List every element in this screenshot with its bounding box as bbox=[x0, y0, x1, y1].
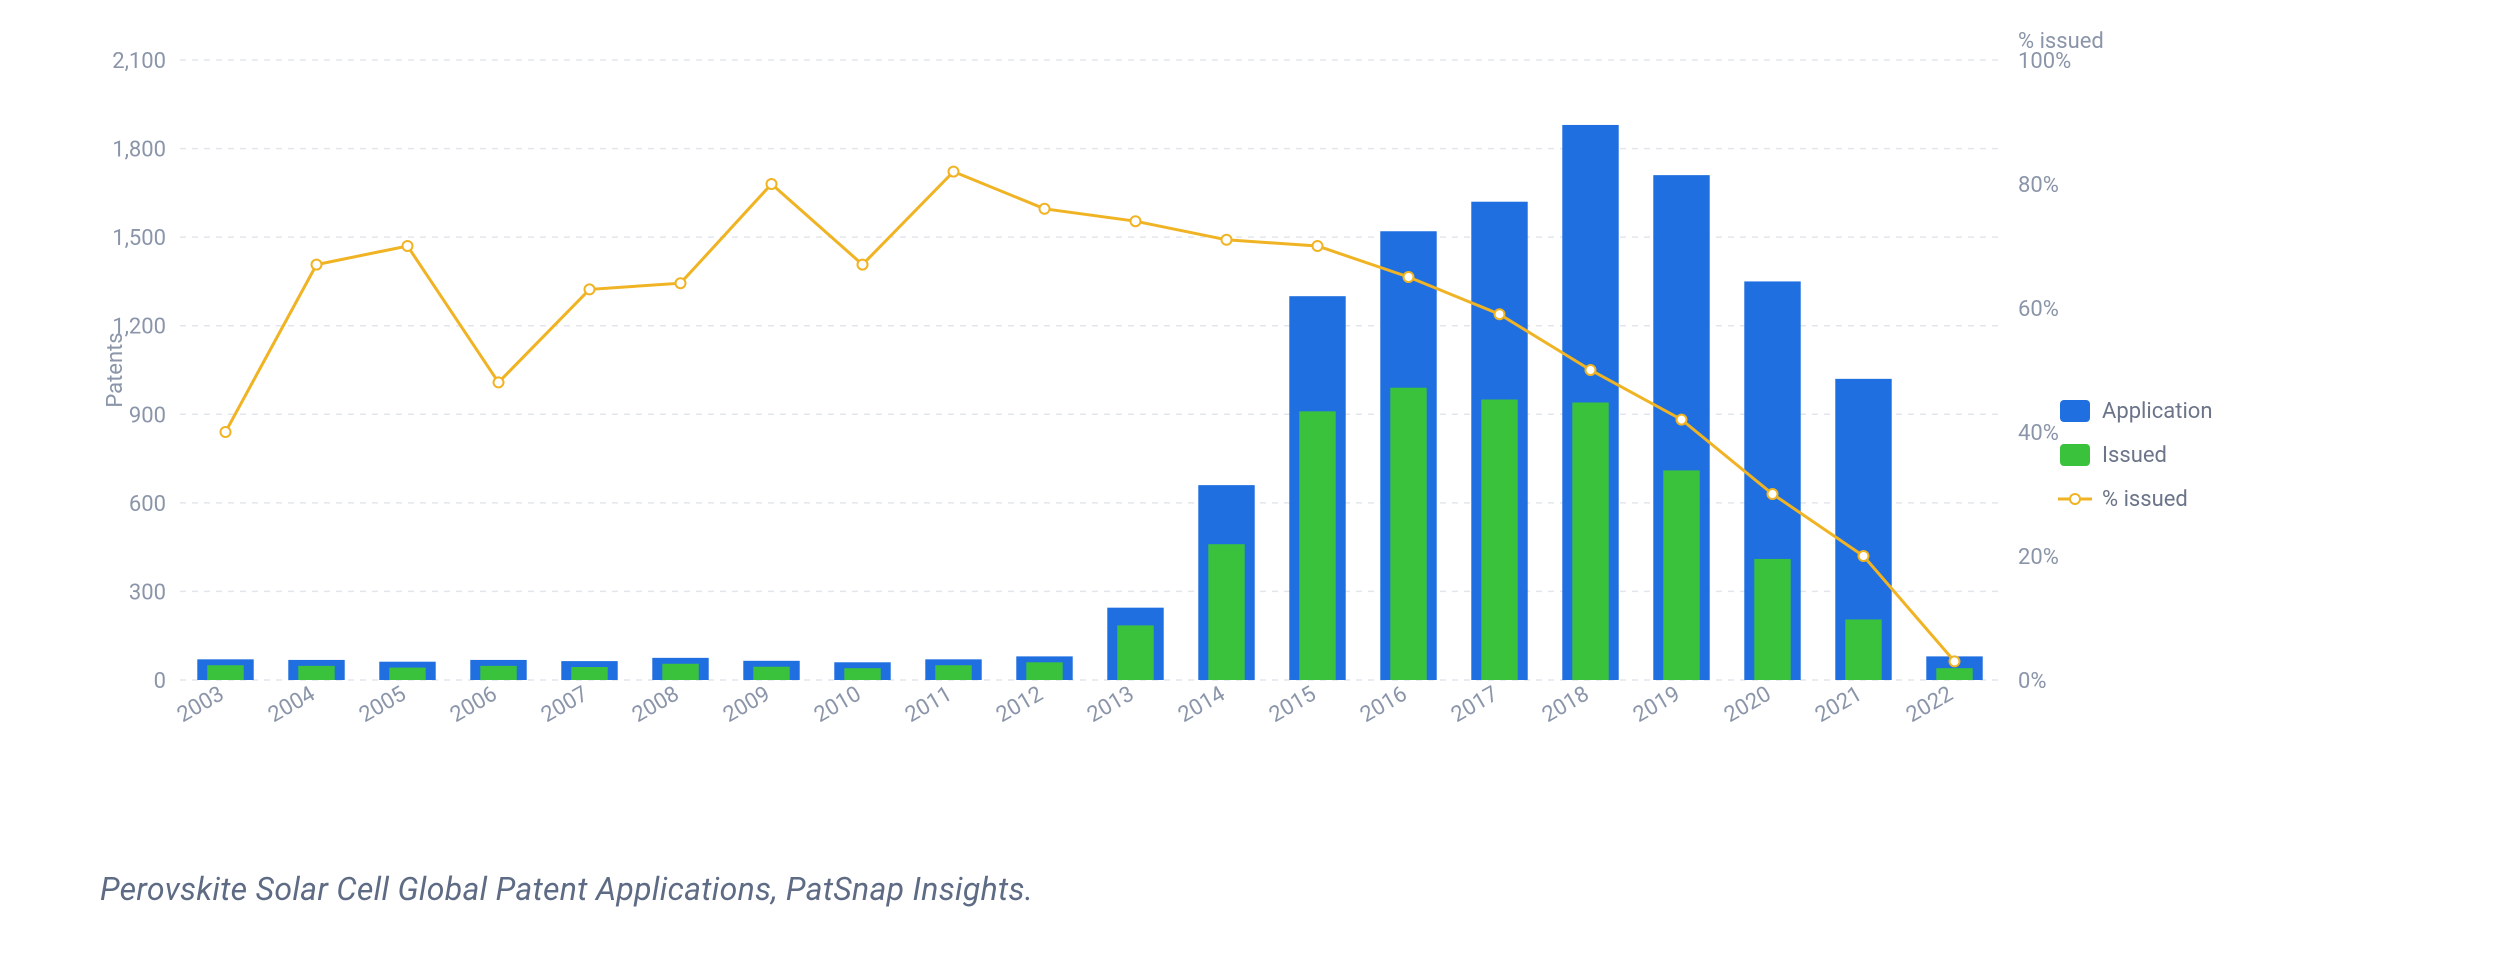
legend-swatch-issued bbox=[2060, 444, 2090, 466]
bar-issued bbox=[298, 666, 334, 680]
pct-issued-marker bbox=[858, 260, 868, 270]
legend-label-application: Application bbox=[2102, 399, 2212, 424]
pct-issued-marker bbox=[676, 278, 686, 288]
x-category-label: 2016 bbox=[1356, 682, 1411, 728]
x-category-label: 2006 bbox=[446, 682, 501, 728]
pct-issued-marker bbox=[1677, 415, 1687, 425]
bar-issued bbox=[389, 668, 425, 680]
chart-svg: 03006009001,2001,5001,8002,1000%20%40%60… bbox=[100, 20, 2340, 740]
y2-tick-label: 60% bbox=[2018, 297, 2059, 322]
bar-issued bbox=[1663, 470, 1699, 680]
bar-issued bbox=[480, 666, 516, 680]
pct-issued-marker bbox=[1495, 309, 1505, 319]
x-category-label: 2015 bbox=[1265, 682, 1320, 728]
bar-issued bbox=[1845, 619, 1881, 680]
bar-issued bbox=[1481, 400, 1517, 680]
bar-issued bbox=[662, 664, 698, 680]
x-category-label: 2004 bbox=[264, 682, 319, 728]
y-tick-label: 600 bbox=[129, 492, 166, 517]
legend-marker-pct bbox=[2070, 494, 2080, 504]
pct-issued-marker bbox=[585, 284, 595, 294]
bar-issued bbox=[935, 665, 971, 680]
x-category-label: 2011 bbox=[901, 682, 956, 728]
pct-issued-marker bbox=[1040, 204, 1050, 214]
x-category-label: 2008 bbox=[628, 682, 683, 728]
x-category-label: 2007 bbox=[537, 682, 592, 728]
y-axis-title: Patents bbox=[103, 332, 128, 407]
y-tick-label: 2,100 bbox=[112, 49, 166, 74]
pct-issued-marker bbox=[1950, 656, 1960, 666]
pct-issued-marker bbox=[1222, 235, 1232, 245]
pct-issued-marker bbox=[221, 427, 231, 437]
y-tick-label: 300 bbox=[129, 580, 166, 605]
bar-issued bbox=[1572, 402, 1608, 680]
x-category-label: 2018 bbox=[1538, 682, 1593, 728]
y-tick-label: 1,800 bbox=[112, 138, 166, 163]
x-category-label: 2014 bbox=[1174, 682, 1229, 728]
x-category-label: 2003 bbox=[173, 682, 228, 728]
bar-issued bbox=[753, 667, 789, 680]
y2-tick-label: 20% bbox=[2018, 545, 2059, 570]
legend-label-issued: Issued bbox=[2102, 443, 2167, 468]
pct-issued-marker bbox=[403, 241, 413, 251]
bars bbox=[197, 125, 1982, 680]
pct-issued-marker bbox=[494, 377, 504, 387]
legend: Application Issued % issued bbox=[2058, 399, 2212, 512]
x-category-label: 2005 bbox=[355, 682, 410, 728]
pct-issued-marker bbox=[1859, 551, 1869, 561]
pct-issued-marker bbox=[1768, 489, 1778, 499]
bar-issued bbox=[207, 665, 243, 680]
bar-issued bbox=[571, 667, 607, 680]
pct-issued-marker bbox=[1586, 365, 1596, 375]
x-category-label: 2020 bbox=[1720, 682, 1775, 728]
bar-issued bbox=[1026, 662, 1062, 680]
legend-label-pct: % issued bbox=[2102, 487, 2188, 512]
bar-issued bbox=[844, 668, 880, 680]
y2-tick-label: 0% bbox=[2018, 669, 2046, 694]
pct-issued-marker bbox=[949, 167, 959, 177]
bar-issued bbox=[1754, 559, 1790, 680]
y-tick-label: 0 bbox=[154, 669, 166, 694]
x-category-label: 2022 bbox=[1902, 682, 1957, 728]
legend-swatch-application bbox=[2060, 400, 2090, 422]
bar-issued bbox=[1936, 668, 1972, 680]
chart-caption: Perovskite Solar Cell Global Patent Appl… bbox=[100, 870, 1033, 908]
bar-issued bbox=[1299, 411, 1335, 680]
x-category-label: 2021 bbox=[1811, 682, 1866, 728]
bar-issued bbox=[1208, 544, 1244, 680]
pct-issued-marker bbox=[1131, 216, 1141, 226]
pct-issued-marker bbox=[1313, 241, 1323, 251]
patent-chart: 03006009001,2001,5001,8002,1000%20%40%60… bbox=[100, 20, 2340, 740]
y2-tick-label: 80% bbox=[2018, 173, 2059, 198]
y2-tick-label: 40% bbox=[2018, 421, 2059, 446]
gridlines bbox=[180, 60, 2000, 680]
bar-issued bbox=[1390, 388, 1426, 680]
y2-axis-title: % issued bbox=[2018, 29, 2104, 54]
bar-issued bbox=[1117, 625, 1153, 680]
x-category-label: 2010 bbox=[810, 682, 865, 728]
y-tick-label: 1,500 bbox=[112, 226, 166, 251]
x-category-label: 2009 bbox=[719, 682, 774, 728]
pct-issued-marker bbox=[312, 260, 322, 270]
x-category-label: 2019 bbox=[1629, 682, 1684, 728]
y-tick-label: 900 bbox=[129, 403, 166, 428]
x-category-label: 2012 bbox=[992, 682, 1047, 728]
x-category-label: 2017 bbox=[1447, 682, 1502, 728]
x-category-label: 2013 bbox=[1083, 682, 1138, 728]
pct-issued-marker bbox=[1404, 272, 1414, 282]
pct-issued-marker bbox=[767, 179, 777, 189]
